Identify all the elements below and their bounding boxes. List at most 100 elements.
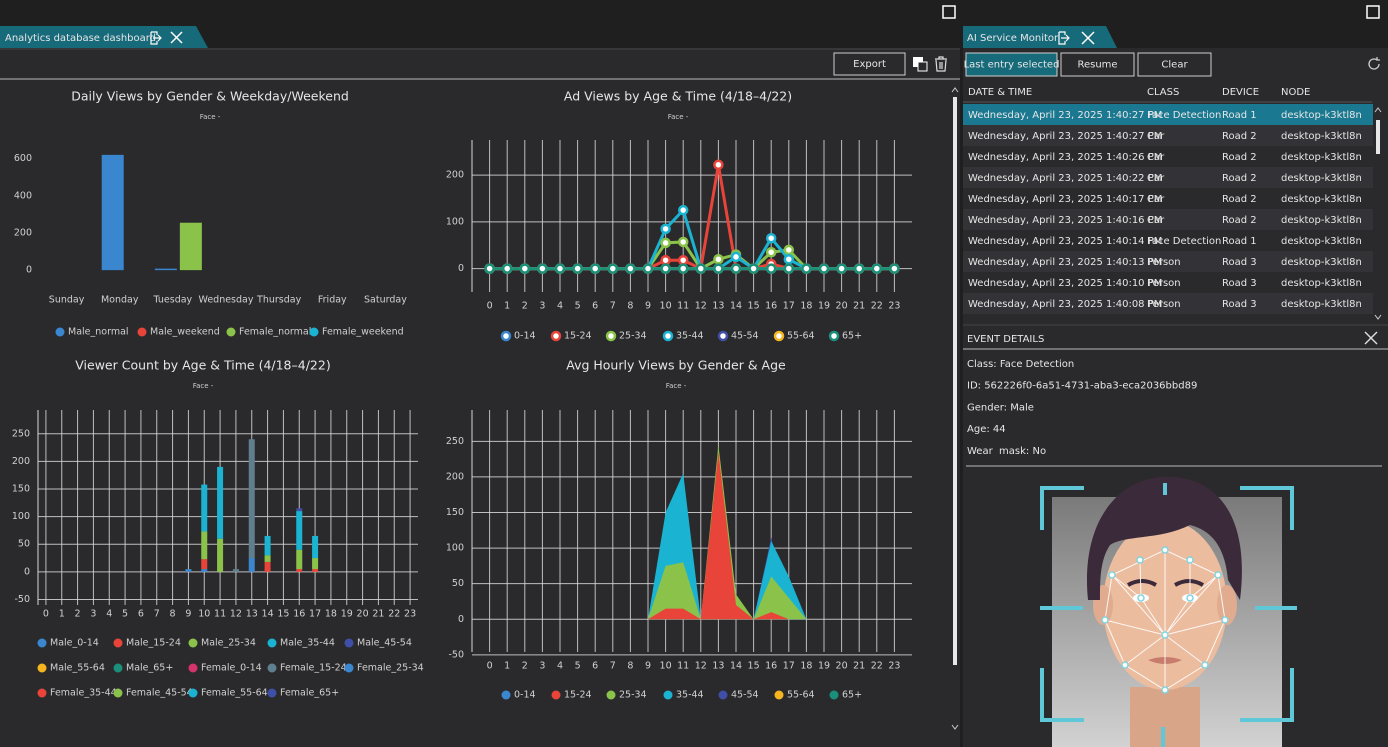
legend-marker xyxy=(719,332,727,340)
table-cell: desktop-k3ktl8n xyxy=(1281,215,1362,226)
bar-segment xyxy=(201,532,207,560)
x-tick-label: 0 xyxy=(487,301,493,312)
y-tick-label: 0 xyxy=(458,263,464,274)
details-title: EVENT DETAILS xyxy=(967,334,1044,345)
bar-segment xyxy=(312,536,318,558)
x-tick-label: Tuesday xyxy=(153,295,193,306)
x-tick-label: 17 xyxy=(783,661,795,672)
y-tick-label: 100 xyxy=(446,216,464,227)
x-tick-label: 9 xyxy=(645,661,651,672)
legend-label: Female_55-64 xyxy=(201,688,268,699)
table-cell: Road 2 xyxy=(1222,194,1257,205)
x-tick-label: 12 xyxy=(695,661,707,672)
left-panel: Analytics database dashboard Export Dail… xyxy=(0,6,960,747)
chart-title: Ad Views by Age & Time (4/18–4/22) xyxy=(564,89,792,104)
button-label: Clear xyxy=(1161,60,1188,71)
y-tick-label: 0 xyxy=(26,265,32,276)
x-tick-label: 14 xyxy=(730,661,742,672)
chart-subtitle: Face - xyxy=(193,382,214,390)
legend-marker xyxy=(552,691,561,700)
bar-segment xyxy=(296,569,302,572)
legend-marker xyxy=(607,332,615,340)
point xyxy=(662,265,670,273)
x-tick-label: 1 xyxy=(59,609,65,620)
legend-marker xyxy=(310,328,319,337)
point xyxy=(503,265,511,273)
legend-marker xyxy=(138,328,147,337)
legend-marker xyxy=(607,691,616,700)
point xyxy=(890,265,898,273)
legend-label: Female_35-44 xyxy=(50,688,117,699)
x-tick-label: 7 xyxy=(610,301,616,312)
legend-label: Male_15-24 xyxy=(126,638,181,649)
bar xyxy=(180,223,202,270)
legend-label: Male_weekend xyxy=(150,327,220,338)
right-panel: AI Service Monitor Last entry selected R… xyxy=(963,6,1388,747)
x-tick-label: 10 xyxy=(198,609,210,620)
x-tick-label: 14 xyxy=(262,609,274,620)
legend-marker xyxy=(775,332,783,340)
chart-subtitle: Face - xyxy=(668,113,689,121)
x-tick-label: 9 xyxy=(645,301,651,312)
scrollbar-thumb[interactable] xyxy=(1376,120,1380,154)
detail-line: Age: 44 xyxy=(967,424,1006,435)
x-tick-label: 10 xyxy=(660,661,672,672)
legend-marker xyxy=(502,691,511,700)
table-cell: Person xyxy=(1147,299,1181,310)
x-tick-label: Thursday xyxy=(256,295,302,306)
x-tick-label: 12 xyxy=(695,301,707,312)
legend-marker xyxy=(114,639,123,648)
face-image xyxy=(1040,477,1297,747)
x-tick-label: 12 xyxy=(230,609,242,620)
x-tick-label: 5 xyxy=(575,301,581,312)
table-cell: Person xyxy=(1147,278,1181,289)
bar-segment xyxy=(296,550,302,569)
x-tick-label: 0 xyxy=(43,609,49,620)
bar-segment xyxy=(201,559,207,569)
point xyxy=(714,265,722,273)
x-tick-label: 0 xyxy=(487,661,493,672)
x-tick-label: 3 xyxy=(539,661,545,672)
point xyxy=(785,255,793,263)
table-cell: Road 2 xyxy=(1222,215,1257,226)
point xyxy=(662,256,670,264)
table-cell: desktop-k3ktl8n xyxy=(1281,299,1362,310)
table-cell: Wednesday, April 23, 2025 1:40:13 PM xyxy=(968,257,1162,268)
table-cell: desktop-k3ktl8n xyxy=(1281,131,1362,142)
table-cell: Road 2 xyxy=(1222,173,1257,184)
legend-marker xyxy=(268,664,277,673)
x-tick-label: 20 xyxy=(357,609,369,620)
button-label: Last entry selected xyxy=(964,60,1060,71)
x-tick-label: 7 xyxy=(154,609,160,620)
legend-marker xyxy=(502,332,510,340)
legend-label: 15-24 xyxy=(564,331,592,342)
point xyxy=(521,265,529,273)
point xyxy=(609,265,617,273)
table-cell: desktop-k3ktl8n xyxy=(1281,257,1362,268)
x-tick-label: 15 xyxy=(748,301,760,312)
legend-label: Female_weekend xyxy=(322,327,404,338)
x-tick-label: Friday xyxy=(318,295,347,306)
point xyxy=(732,265,740,273)
bar-segment xyxy=(296,508,302,511)
legend-marker xyxy=(775,691,784,700)
legend-marker xyxy=(38,639,47,648)
detail-line: Class: Face Detection xyxy=(967,359,1074,370)
legend-marker xyxy=(38,689,47,698)
legend-label: 55-64 xyxy=(787,331,815,342)
y-tick-label: 600 xyxy=(14,153,32,164)
legend-label: 55-64 xyxy=(787,690,815,701)
point xyxy=(750,265,758,273)
event-table: DATE & TIMECLASSDEVICENODEWednesday, Apr… xyxy=(963,87,1373,314)
scrollbar-thumb[interactable] xyxy=(953,97,957,665)
x-tick-label: 2 xyxy=(522,661,528,672)
x-tick-label: 11 xyxy=(677,301,689,312)
x-tick-label: 4 xyxy=(557,301,563,312)
x-tick-label: 19 xyxy=(818,301,830,312)
x-tick-label: 8 xyxy=(627,301,633,312)
bar-segment xyxy=(201,569,207,572)
bar-segment xyxy=(265,555,271,562)
x-tick-label: 6 xyxy=(138,609,144,620)
y-tick-label: 250 xyxy=(12,428,30,439)
legend-label: Female_normal xyxy=(239,327,311,338)
